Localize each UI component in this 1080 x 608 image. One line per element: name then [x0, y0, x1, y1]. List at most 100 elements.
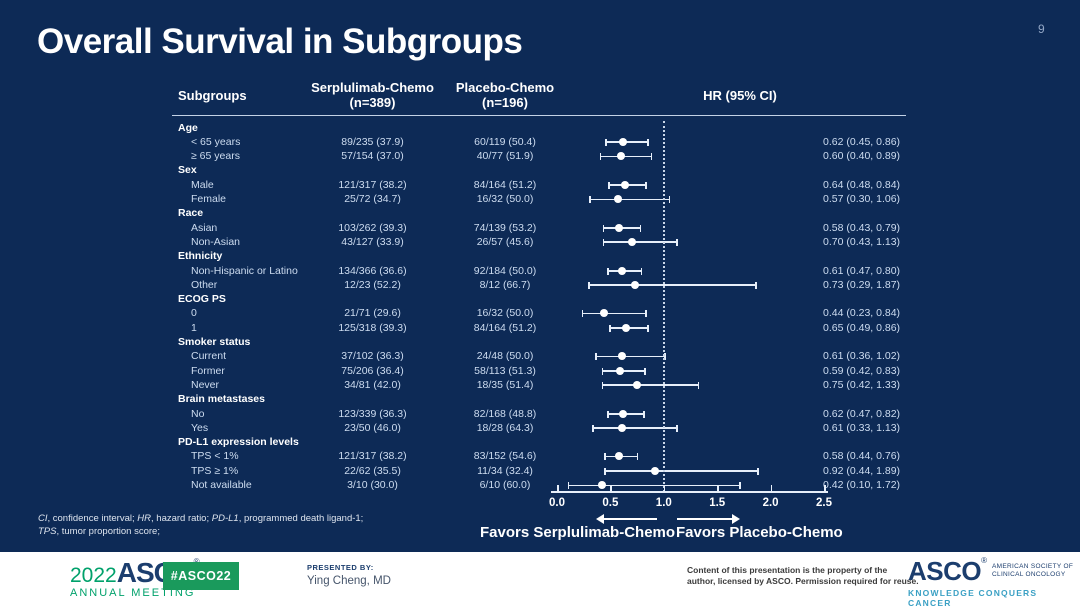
axis-tick: [664, 485, 666, 491]
placebo-value: 11/34 (32.4): [440, 464, 570, 478]
header-divider: [172, 115, 906, 116]
hr-value: 0.75 (0.42, 1.33): [823, 378, 900, 392]
ci-cap-low: [600, 153, 602, 160]
ci-whisker: [582, 313, 647, 315]
hr-value: 0.42 (0.10, 1.72): [823, 478, 900, 492]
table-row: Non-Hispanic or Latino 134/366 (36.6) 92…: [0, 264, 1080, 278]
placebo-value: 92/184 (50.0): [440, 264, 570, 278]
serplulimab-value: 103/262 (39.3): [295, 221, 450, 235]
ci-whisker: [589, 199, 670, 201]
axis-tick: [610, 485, 612, 491]
hr-value: 0.92 (0.44, 1.89): [823, 464, 900, 478]
slide: 9 Overall Survival in Subgroups Subgroup…: [0, 0, 1080, 608]
subgroup-label: No: [191, 407, 204, 421]
table-row: Sex: [0, 163, 1080, 177]
serplulimab-value: 134/366 (36.6): [295, 264, 450, 278]
ci-cap-high: [651, 153, 653, 160]
ci-cap-low: [604, 468, 606, 475]
hr-point: [618, 267, 626, 275]
table-row: Race: [0, 206, 1080, 220]
hr-point: [619, 138, 627, 146]
hr-point: [633, 381, 641, 389]
serplulimab-value: 37/102 (36.3): [295, 349, 450, 363]
hr-value: 0.62 (0.45, 0.86): [823, 135, 900, 149]
ci-cap-low: [609, 325, 611, 332]
axis-tick-label: 2.0: [751, 497, 791, 509]
subgroup-label: Never: [191, 378, 219, 392]
table-row: Yes 23/50 (46.0) 18/28 (64.3) 0.61 (0.33…: [0, 421, 1080, 435]
placebo-value: 82/168 (48.8): [440, 407, 570, 421]
ci-marker: [557, 264, 824, 278]
placebo-value: 18/28 (64.3): [440, 421, 570, 435]
column-header-placebo: Placebo-Chemo (n=196): [440, 80, 570, 110]
placebo-value: 74/139 (53.2): [440, 221, 570, 235]
copyright-notice: Content of this presentation is the prop…: [687, 565, 919, 587]
placebo-value: 16/32 (50.0): [440, 306, 570, 320]
slide-title: Overall Survival in Subgroups: [37, 22, 522, 62]
subgroup-label: Asian: [191, 221, 217, 235]
serplulimab-value: 125/318 (39.3): [295, 321, 450, 335]
subgroup-label: Male: [191, 178, 214, 192]
axis-tick-label: 1.0: [644, 497, 684, 509]
hr-point: [651, 467, 659, 475]
axis-tick-label: 1.5: [697, 497, 737, 509]
serplulimab-value: 3/10 (30.0): [295, 478, 450, 492]
ci-whisker: [588, 284, 757, 286]
favors-left-arrowhead: [596, 514, 604, 524]
column-header-subgroups: Subgroups: [178, 88, 247, 103]
favors-left-arrow: [601, 518, 657, 520]
placebo-value: 16/32 (50.0): [440, 192, 570, 206]
asco-society-logo: ASCO®AMERICAN SOCIETY OFCLINICAL ONCOLOG…: [908, 556, 1080, 608]
hr-value: 0.61 (0.33, 1.13): [823, 421, 900, 435]
serplulimab-value: 121/317 (38.2): [295, 178, 450, 192]
table-row: TPS < 1% 121/317 (38.2) 83/152 (54.6) 0.…: [0, 449, 1080, 463]
table-row: Non-Asian 43/127 (33.9) 26/57 (45.6) 0.7…: [0, 235, 1080, 249]
axis-tick-label: 0.5: [590, 497, 630, 509]
hr-point: [615, 452, 623, 460]
ci-whisker: [604, 470, 759, 472]
subgroup-label: Not available: [191, 478, 252, 492]
subgroup-label: Yes: [191, 421, 208, 435]
serplulimab-value: 25/72 (34.7): [295, 192, 450, 206]
ci-cap-low: [568, 482, 570, 489]
serplulimab-value: 21/71 (29.6): [295, 306, 450, 320]
hr-value: 0.59 (0.42, 0.83): [823, 364, 900, 378]
placebo-value: 6/10 (60.0): [440, 478, 570, 492]
subgroup-label: TPS < 1%: [191, 449, 239, 463]
placebo-value: 24/48 (50.0): [440, 349, 570, 363]
hr-value: 0.44 (0.23, 0.84): [823, 306, 900, 320]
axis-tick: [771, 485, 773, 491]
placebo-value: 18/35 (51.4): [440, 378, 570, 392]
presenter-name: Ying Cheng, MD: [307, 575, 391, 587]
table-row: Smoker status: [0, 335, 1080, 349]
ci-cap-high: [637, 453, 639, 460]
ci-cap-high: [645, 310, 647, 317]
placebo-value: 26/57 (45.6): [440, 235, 570, 249]
axis-tick-label: 2.5: [804, 497, 844, 509]
table-row: Other 12/23 (52.2) 8/12 (66.7) 0.73 (0.2…: [0, 278, 1080, 292]
subgroup-label: Current: [191, 349, 226, 363]
subgroup-label: < 65 years: [191, 135, 240, 149]
serplulimab-value: 12/23 (52.2): [295, 278, 450, 292]
ci-cap-low: [602, 382, 604, 389]
ci-cap-low: [604, 453, 606, 460]
hr-point: [621, 181, 629, 189]
hr-point: [631, 281, 639, 289]
ci-cap-low: [592, 425, 594, 432]
serplulimab-value: 43/127 (33.9): [295, 235, 450, 249]
subgroup-label: Female: [191, 192, 226, 206]
ci-cap-high: [647, 325, 649, 332]
ci-cap-high: [644, 368, 646, 375]
hr-point: [622, 324, 630, 332]
group-label: Brain metastases: [178, 392, 265, 406]
subgroup-label: Other: [191, 278, 217, 292]
hr-point: [619, 410, 627, 418]
table-row: Age: [0, 121, 1080, 135]
axis-tick: [717, 485, 719, 491]
ci-whisker: [600, 156, 652, 158]
ci-cap-low: [582, 310, 584, 317]
table-row: Asian 103/262 (39.3) 74/139 (53.2) 0.58 …: [0, 221, 1080, 235]
subgroup-label: Non-Hispanic or Latino: [191, 264, 298, 278]
column-header-serplulimab: Serplulimab-Chemo (n=389): [295, 80, 450, 110]
ci-marker: [557, 407, 824, 421]
